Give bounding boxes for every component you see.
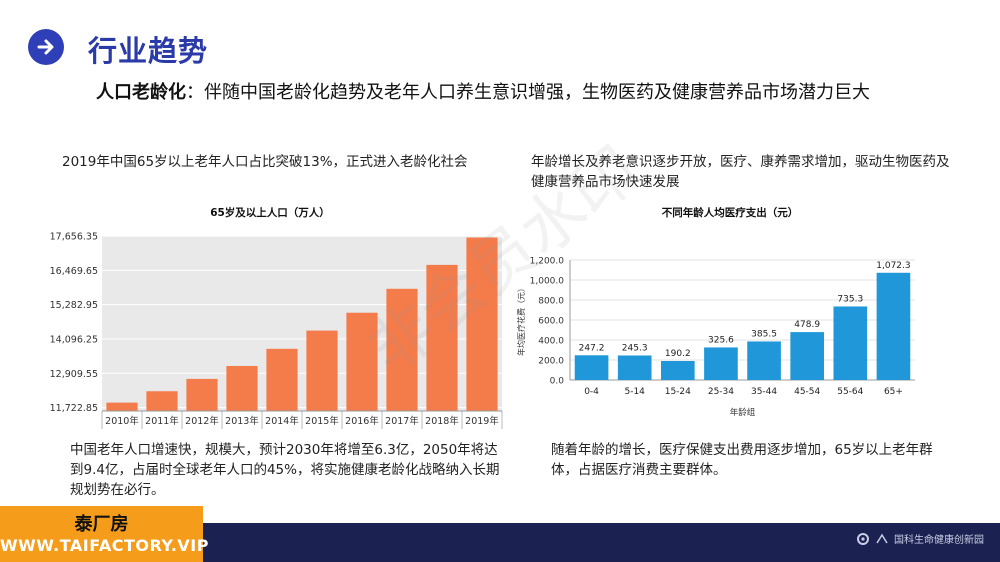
bar	[747, 341, 781, 380]
population-bar-chart: 11,722.85 12,909.55 14,096.25 15,282.95 16,4…	[50, 232, 503, 429]
bar	[833, 306, 868, 380]
x-tick-label: 65+	[884, 387, 903, 397]
brand-name: 泰厂房	[74, 514, 129, 535]
y-tick-label: 200.0	[538, 357, 564, 367]
bar	[226, 365, 258, 411]
y-tick-label: 14,096.25	[50, 334, 98, 345]
data-label: 735.3	[837, 294, 863, 304]
right-chart-title: 不同年龄人均医疗支出（元）	[661, 207, 799, 219]
data-label: 245.3	[622, 343, 648, 353]
mountain-logo-icon	[876, 533, 888, 543]
brand-badge[interactable]: 泰厂房 WWW.TAIFACTORY.VIP	[0, 506, 209, 562]
bar	[876, 272, 911, 380]
footer-logo: 国科生命健康创新园	[856, 531, 984, 546]
y-tick-label: 1,200.0	[530, 257, 565, 267]
left-chart-title: 65岁及以上人口（万人）	[210, 207, 330, 219]
bar	[466, 237, 498, 411]
data-label: 247.2	[579, 343, 605, 353]
bar	[386, 288, 418, 411]
x-tick-label: 45-54	[794, 387, 820, 397]
arrow-right-circle-icon	[28, 29, 64, 65]
x-tick-label: 35-44	[751, 387, 777, 397]
x-tick-label: 2019年	[465, 415, 499, 427]
data-label: 478.9	[794, 320, 820, 330]
x-tick-label: 15-24	[665, 387, 691, 397]
x-tick-label: 55-64	[837, 387, 863, 397]
right-intro-text: 年龄增长及养老意识逐步开放，医疗、康养需求增加，驱动生物医药及健康营养品市场快速…	[531, 154, 950, 190]
left-intro-text: 2019年中国65岁以上老年人口占比突破13%，正式进入老龄化社会	[62, 154, 468, 170]
data-label: 1,072.3	[876, 261, 910, 271]
y-tick-label: 11,722.85	[50, 403, 98, 414]
y-tick-label: 800.0	[538, 297, 564, 307]
data-label: 385.5	[751, 329, 777, 339]
x-axis-label: 年龄组	[730, 407, 756, 418]
x-tick-label: 25-34	[708, 387, 734, 397]
bar	[346, 312, 378, 411]
bar	[106, 402, 138, 411]
bar	[790, 332, 825, 380]
y-tick-label: 1,000.0	[530, 277, 565, 287]
left-summary-text: 中国老年人口增速快，规模大，预计2030年将增至6.3亿，2050年将达到9.4…	[70, 442, 500, 498]
y-tick-label: 17,656.35	[50, 232, 98, 243]
y-axis-label: 年均医疗花费（元）	[516, 284, 526, 356]
bar	[266, 348, 298, 411]
y-tick-label: 12,909.55	[50, 369, 98, 380]
x-tick-label: 2013年	[225, 415, 259, 427]
page-title: 行业趋势	[88, 34, 209, 68]
bar	[617, 355, 652, 380]
data-label: 325.6	[708, 335, 734, 345]
medical-spending-bar-chart: 0.0 200.0 400.0 600.0 800.0 1,000.0 1,200.0 247…	[516, 257, 915, 418]
subtitle-keyword: 人口老龄化	[96, 82, 186, 103]
y-tick-label: 400.0	[538, 337, 564, 347]
x-tick-label: 2016年	[345, 415, 379, 427]
y-tick-label: 15,282.95	[50, 300, 98, 311]
brand-url[interactable]: WWW.TAIFACTORY.VIP	[0, 536, 209, 555]
bar	[660, 360, 695, 380]
bar	[146, 391, 178, 411]
x-tick-label: 2014年	[265, 415, 299, 427]
bar	[306, 330, 338, 411]
bar	[426, 264, 458, 411]
x-tick-label: 2011年	[145, 415, 179, 427]
x-tick-label: 2015年	[305, 415, 339, 427]
x-tick-label: 2018年	[425, 415, 459, 427]
right-summary-text: 随着年龄的增长，医疗保健支出费用逐步增加，65岁以上老年群体，占据医疗消费主要群…	[551, 442, 933, 478]
page-subtitle: 人口老龄化：伴随中国老龄化趋势及老年人口养生意识增强，生物医药及健康营养品市场潜…	[96, 78, 870, 104]
x-tick-label: 2017年	[385, 415, 419, 427]
y-tick-label: 16,469.65	[50, 266, 98, 277]
data-label: 190.2	[665, 349, 691, 359]
y-tick-label: 600.0	[538, 317, 564, 327]
bar	[704, 347, 738, 380]
x-tick-label: 5-14	[624, 387, 645, 397]
subtitle-text: ：伴随中国老龄化趋势及老年人口养生意识增强，生物医药及健康营养品市场潜力巨大	[186, 82, 870, 103]
bar	[186, 378, 218, 411]
bar	[574, 355, 609, 380]
x-tick-label: 2010年	[105, 415, 139, 427]
footer-org: 国科生命健康创新园	[894, 535, 984, 546]
y-tick-label: 0.0	[550, 377, 565, 387]
x-tick-label: 2012年	[185, 415, 219, 427]
gear-logo-icon	[857, 532, 869, 545]
x-tick-label: 0-4	[584, 387, 599, 397]
